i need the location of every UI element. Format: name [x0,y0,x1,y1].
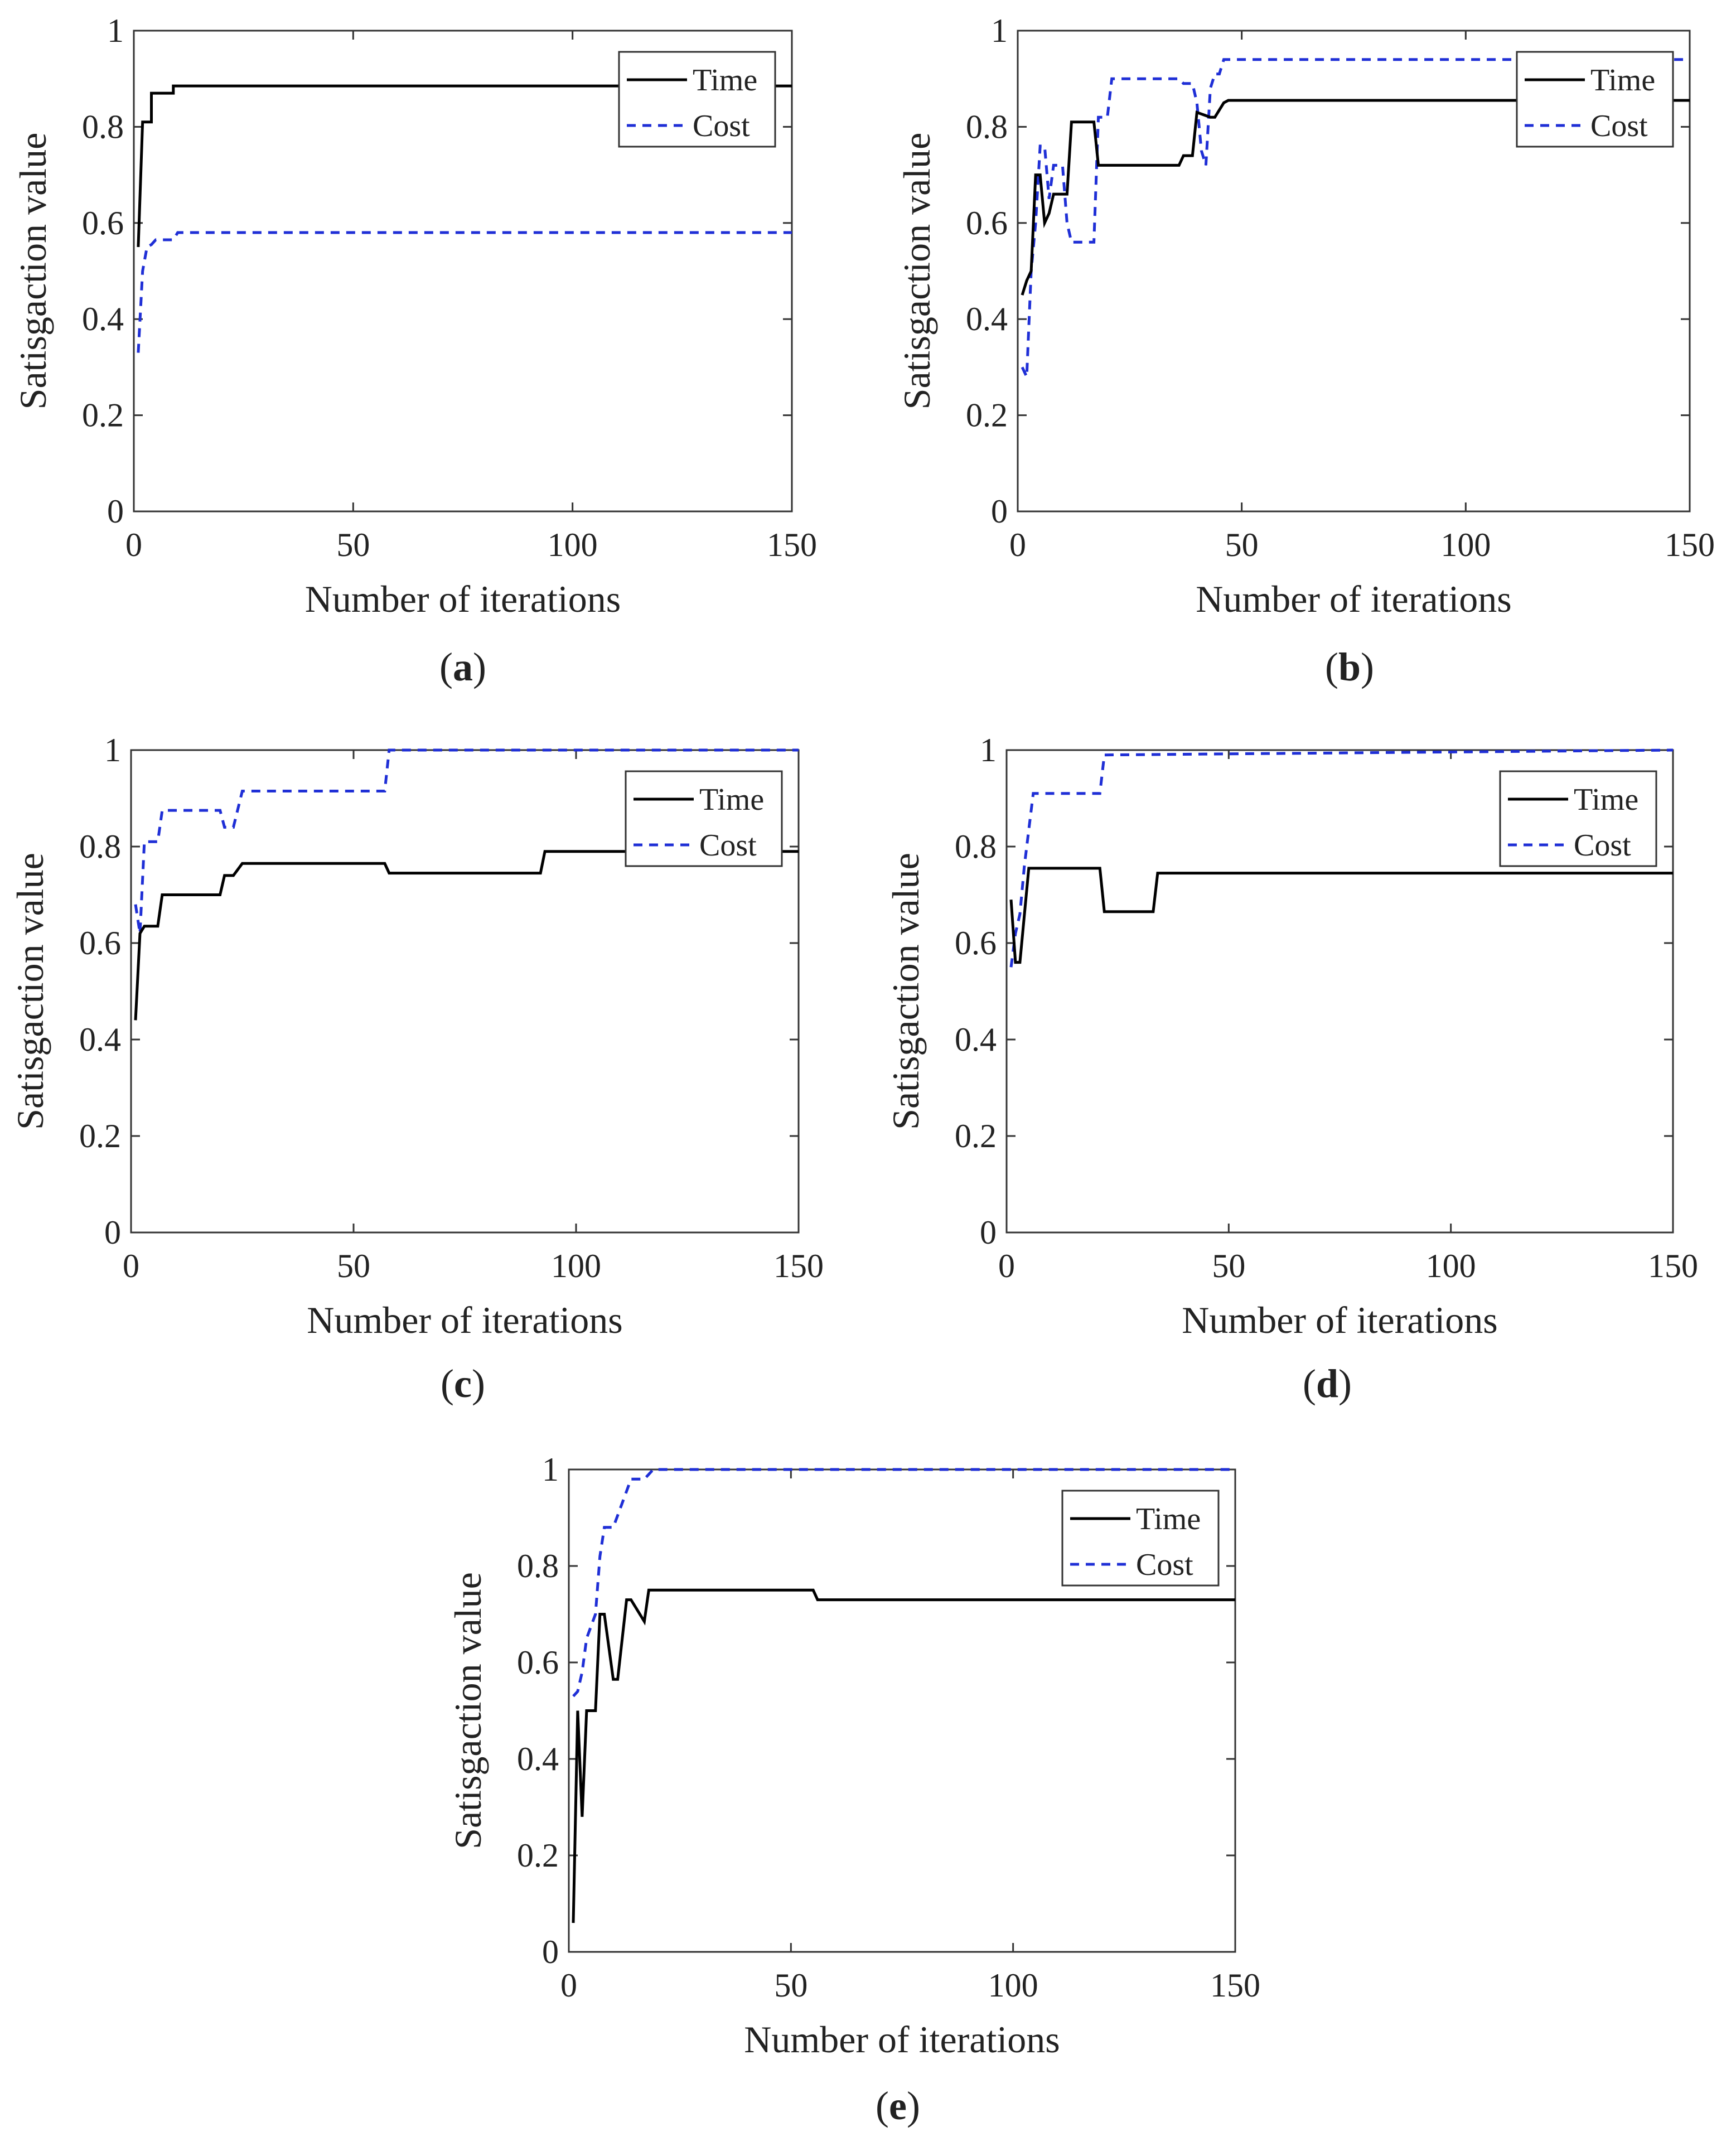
panel-caption: (c) [441,1361,485,1406]
legend-label-cost: Cost [693,109,750,143]
y-tick-label: 0.8 [79,828,121,865]
y-tick-label: 1 [980,732,997,768]
legend-box [618,51,776,148]
series-line-cost [1009,748,1674,968]
y-axis-title: Satisgaction value [447,1572,489,1849]
x-tick-label: 50 [1225,526,1259,563]
y-tick-label: 0.2 [79,1118,121,1154]
x-tick-label: 0 [560,1967,577,2004]
y-tick-label: 0.6 [966,205,1008,241]
panel-caption: (d) [1303,1361,1352,1406]
x-tick-label: 0 [998,1248,1015,1284]
x-axis-title: Number of iterations [307,1299,623,1341]
x-tick-label: 150 [1648,1248,1698,1284]
legend-box [1516,51,1674,148]
x-tick-label: 150 [773,1248,824,1284]
y-tick-label: 0.2 [955,1118,997,1154]
series-line-time [572,1588,1235,1923]
x-tick-label: 150 [1210,1967,1260,2004]
y-tick-label: 0 [991,493,1008,530]
y-axis-title: Satisgaction value [896,133,938,410]
y-tick-label: 1 [104,732,121,768]
y-axis-title: Satisgaction value [884,853,927,1130]
series-line-time [1021,99,1690,296]
chart-panel-c: 0 50 100 150 0 0.2 0.4 0.6 0.8 1 Number of iterati… [9,732,824,1406]
x-tick-label: 100 [548,526,598,563]
chart-panel-a: 0 50 100 150 0 0.2 0.4 0.6 0.8 1 Number of iterati… [12,12,817,689]
legend-label-cost: Cost [1590,109,1648,143]
legend: Time Cost [618,51,776,148]
y-tick-label: 1 [542,1451,559,1488]
x-tick-label: 100 [1426,1248,1476,1284]
y-tick-label: 0.4 [82,301,124,337]
y-tick-label: 0.8 [517,1548,559,1584]
legend-label-time: Time [1590,63,1655,98]
x-tick-label: 150 [767,526,817,563]
y-axis-title: Satisgaction value [9,853,51,1130]
panel-caption: (b) [1325,645,1374,689]
x-axis-title: Number of iterations [305,578,621,620]
x-tick-label: 0 [123,1248,139,1284]
legend-label-cost: Cost [1136,1548,1193,1582]
x-tick-label: 100 [988,1967,1038,2004]
x-axis-title: Number of iterations [1182,1299,1498,1341]
legend: Time Cost [1499,770,1657,867]
legend-label-cost: Cost [699,828,757,863]
chart-panel-b: 0 50 100 150 0 0.2 0.4 0.6 0.8 1 Number of iterati… [896,12,1715,689]
legend-label-time: Time [693,63,757,98]
y-tick-label: 0.4 [79,1021,121,1058]
y-tick-label: 0.6 [79,925,121,961]
y-tick-label: 0.2 [966,397,1008,434]
y-tick-label: 0 [542,1933,559,1970]
chart-panel-d: 0 50 100 150 0 0.2 0.4 0.6 0.8 1 Number of iterati… [884,732,1698,1406]
x-tick-label: 150 [1665,526,1715,563]
y-tick-label: 0.4 [517,1741,559,1777]
panel-caption: (a) [439,645,486,689]
panel-caption: (e) [876,2084,920,2128]
x-tick-label: 100 [1440,526,1491,563]
legend-box [1061,1490,1220,1587]
y-tick-label: 0.4 [955,1021,997,1058]
y-tick-label: 0 [980,1214,997,1251]
y-tick-label: 0.8 [955,828,997,865]
y-tick-label: 0.8 [966,108,1008,145]
x-tick-label: 100 [551,1248,601,1284]
y-tick-label: 0.2 [82,397,124,434]
series-line-time [1009,867,1673,964]
x-tick-label: 50 [336,526,370,563]
legend-label-cost: Cost [1574,828,1631,863]
x-tick-label: 50 [1212,1248,1245,1284]
series-line-time [137,84,792,247]
legend: Time Cost [625,770,783,867]
y-tick-label: 1 [991,12,1008,49]
y-tick-label: 0.2 [517,1837,559,1874]
x-tick-label: 0 [125,526,142,563]
y-tick-label: 0.6 [955,925,997,961]
y-tick-label: 0.6 [82,205,124,241]
legend-box [625,770,783,867]
y-tick-label: 1 [107,12,124,49]
chart-panel-e: 0 50 100 150 0 0.2 0.4 0.6 0.8 1 Number of iterati… [447,1451,1260,2128]
x-axis-title: Number of iterations [744,2018,1060,2061]
x-tick-label: 0 [1009,526,1026,563]
legend-label-time: Time [1136,1502,1201,1536]
y-tick-label: 0.8 [82,108,124,145]
series-line-time [134,850,799,1021]
y-tick-label: 0.4 [966,301,1008,337]
legend: Time Cost [1061,1490,1220,1587]
legend-box [1499,770,1657,867]
series-line-cost [572,1468,1235,1698]
legend-label-time: Time [699,782,764,817]
y-tick-label: 0.6 [517,1644,559,1681]
y-tick-label: 0 [104,1214,121,1251]
legend: Time Cost [1516,51,1674,148]
y-axis-title: Satisgaction value [12,133,54,410]
x-axis-title: Number of iterations [1196,578,1512,620]
x-tick-label: 50 [337,1248,370,1284]
y-tick-label: 0 [107,493,124,530]
series-line-cost [137,231,792,353]
legend-label-time: Time [1574,782,1638,817]
x-tick-label: 50 [774,1967,807,2004]
